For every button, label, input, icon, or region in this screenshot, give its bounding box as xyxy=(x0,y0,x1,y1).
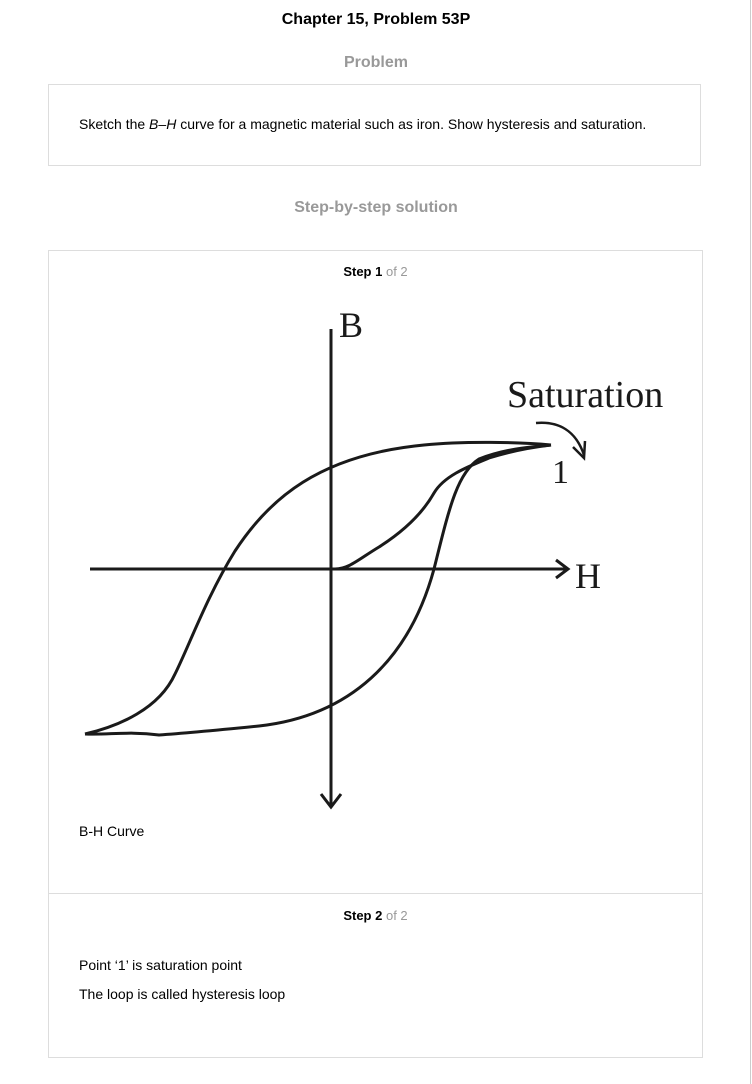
step-2-of: of 2 xyxy=(385,908,408,923)
page-edge-line xyxy=(750,0,751,1084)
saturation-label: Saturation xyxy=(507,374,663,416)
step-2-label: Step 2 xyxy=(343,908,383,923)
problem-text-before: Sketch the xyxy=(79,116,150,132)
h-axis-arrow xyxy=(555,558,571,580)
problem-text-h: H xyxy=(166,116,177,132)
problem-text: Sketch the B–H curve for a magnetic mate… xyxy=(79,116,646,132)
problem-text-b: B xyxy=(149,116,159,132)
step-1-of: of 2 xyxy=(385,264,408,279)
step-1-label: Step 1 xyxy=(343,264,383,279)
hysteresis-upper-branch xyxy=(84,440,552,736)
step-divider xyxy=(49,893,702,894)
problem-box: Sketch the B–H curve for a magnetic mate… xyxy=(48,84,701,166)
page-title: Chapter 15, Problem 53P xyxy=(281,11,471,28)
step-2-line-1: Point ‘1’ is saturation point xyxy=(79,957,242,973)
bh-curve-figure: B H Saturation 1 xyxy=(84,305,663,810)
saturation-arrowhead xyxy=(572,440,587,461)
problem-text-after: curve for a magnetic material such as ir… xyxy=(176,116,647,132)
b-axis-label: B xyxy=(339,305,363,345)
problem-text-dash: – xyxy=(158,116,167,132)
saturation-point-label: 1 xyxy=(552,454,569,491)
solution-heading: Step-by-step solution xyxy=(294,199,458,216)
step-2-line-2: The loop is called hysteresis loop xyxy=(79,986,286,1002)
hysteresis-lower-branch xyxy=(84,443,552,737)
solution-box: Step 1 of 2 B H Saturation 1 B-H Curve S… xyxy=(48,250,703,1058)
step-2-header: Step 2 of 2 xyxy=(49,908,702,923)
initial-magnetization-curve xyxy=(334,443,552,571)
h-axis-label: H xyxy=(575,556,601,596)
step-1-header: Step 1 of 2 xyxy=(49,264,702,279)
figure-caption: B-H Curve xyxy=(79,823,145,839)
saturation-arrow xyxy=(535,421,586,456)
problem-heading: Problem xyxy=(343,54,408,71)
b-axis-arrow xyxy=(319,793,343,810)
